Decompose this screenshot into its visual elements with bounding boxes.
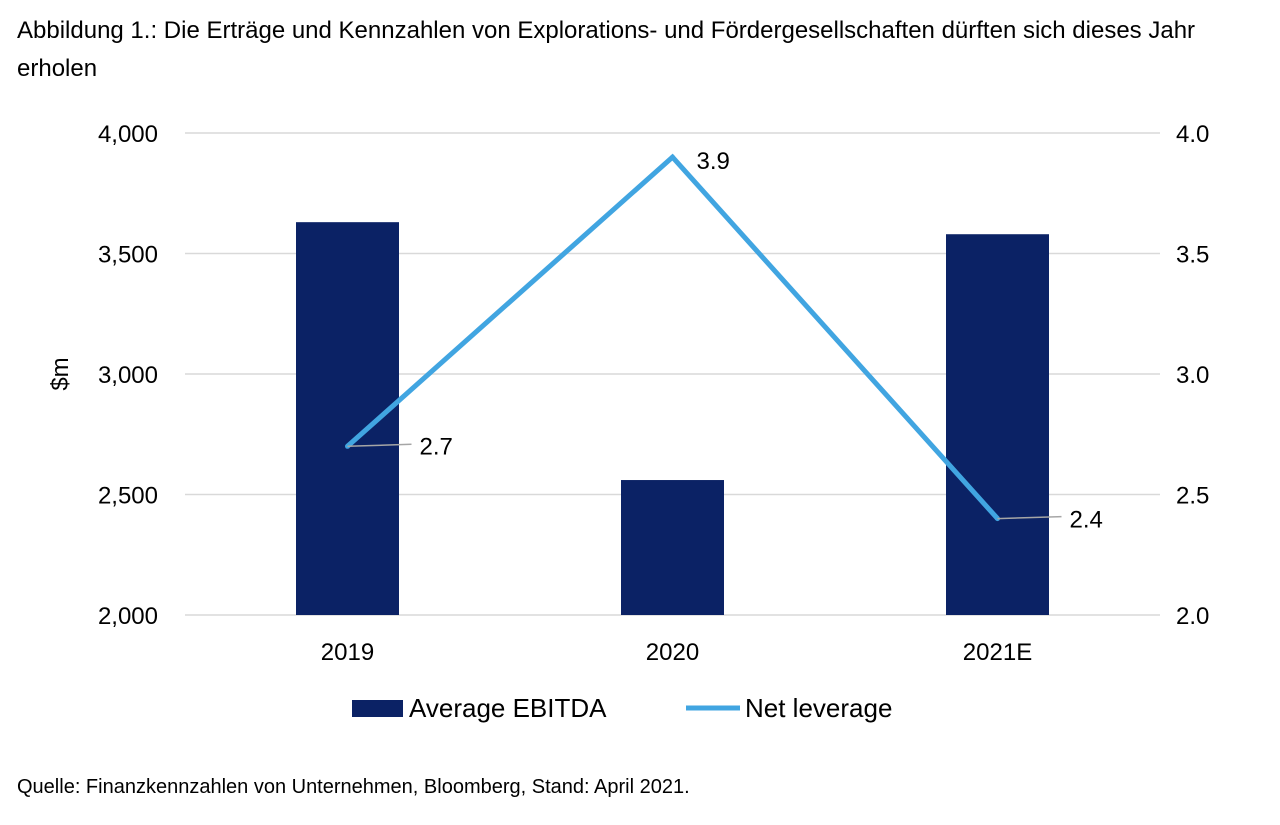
legend-swatch-bar <box>352 700 403 717</box>
combo-chart: 2.7 3.9 2.4 2,000 2,500 3,000 3,500 4,000 2.0 2.… <box>47 121 1209 723</box>
data-label-2021E: 2.4 <box>1070 507 1103 534</box>
legend-label-bar: Average EBITDA <box>409 693 607 723</box>
y2-tick-label: 3.0 <box>1176 362 1209 389</box>
bar-2020 <box>621 480 724 615</box>
x-tick-label: 2019 <box>321 639 374 666</box>
y2-tick-label: 4.0 <box>1176 121 1209 148</box>
line-point-2020 <box>670 154 675 160</box>
data-label-2019: 2.7 <box>420 433 453 460</box>
x-tick-label: 2021E <box>963 639 1032 666</box>
y-tick-label: 3,000 <box>98 362 158 389</box>
legend-label-line: Net leverage <box>745 693 892 723</box>
bar-2021E <box>946 234 1049 615</box>
data-label-2020: 3.9 <box>697 148 730 175</box>
y-tick-label: 2,000 <box>98 603 158 630</box>
axis-ticks: 2,000 2,500 3,000 3,500 4,000 2.0 2.5 3.0 3.5 4.0… <box>98 121 1209 666</box>
x-tick-label: 2020 <box>646 639 699 666</box>
chart-title: Abbildung 1.: Die Erträge und Kennzahlen… <box>17 17 1196 82</box>
leader-line <box>347 443 412 448</box>
y-tick-label: 3,500 <box>98 242 158 269</box>
leader-line <box>997 515 1062 520</box>
y-axis-label: $m <box>47 357 74 390</box>
y2-tick-label: 3.5 <box>1176 242 1209 269</box>
legend: Average EBITDA Net leverage <box>352 693 892 723</box>
y-tick-label: 2,500 <box>98 483 158 510</box>
line-series <box>345 153 1000 522</box>
y2-tick-label: 2.5 <box>1176 483 1209 510</box>
y-tick-label: 4,000 <box>98 121 158 148</box>
bar-series <box>296 222 1049 616</box>
bar-2019 <box>296 222 399 616</box>
net-leverage-line <box>345 153 1000 521</box>
data-labels: 2.7 3.9 2.4 <box>347 148 1103 534</box>
y2-tick-label: 2.0 <box>1176 603 1209 630</box>
source-note: Quelle: Finanzkennzahlen von Unternehmen… <box>17 776 690 798</box>
